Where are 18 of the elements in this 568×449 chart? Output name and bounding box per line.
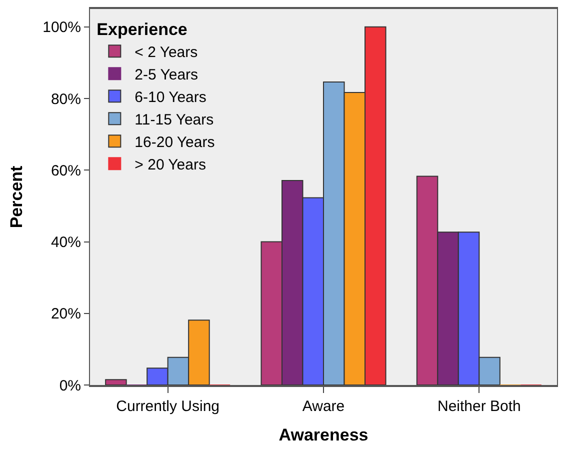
y-axis-title: Percent [7,165,26,228]
legend-label: < 2 Years [134,44,198,61]
x-axis-title: Awareness [278,426,368,445]
legend-label: 16-20 Years [134,134,215,151]
x-tick-label: Aware [302,398,345,415]
legend-label: > 20 Years [134,156,206,174]
legend-label: 6-10 Years [134,88,206,106]
y-tick-label: 100% [42,19,81,36]
legend-title: Experience [96,20,188,39]
y-tick-label: 40% [50,234,81,252]
legend-label: 2-5 Years [134,66,198,84]
x-tick-label: Currently Using [116,398,220,415]
y-tick-label: 60% [50,162,81,180]
y-tick-label: 20% [50,306,81,323]
y-tick-label: 80% [50,90,81,108]
y-tick-label: 0% [59,377,81,394]
x-tick-label: Neither Both [437,398,521,415]
legend-label: 11-15 Years [134,111,214,128]
